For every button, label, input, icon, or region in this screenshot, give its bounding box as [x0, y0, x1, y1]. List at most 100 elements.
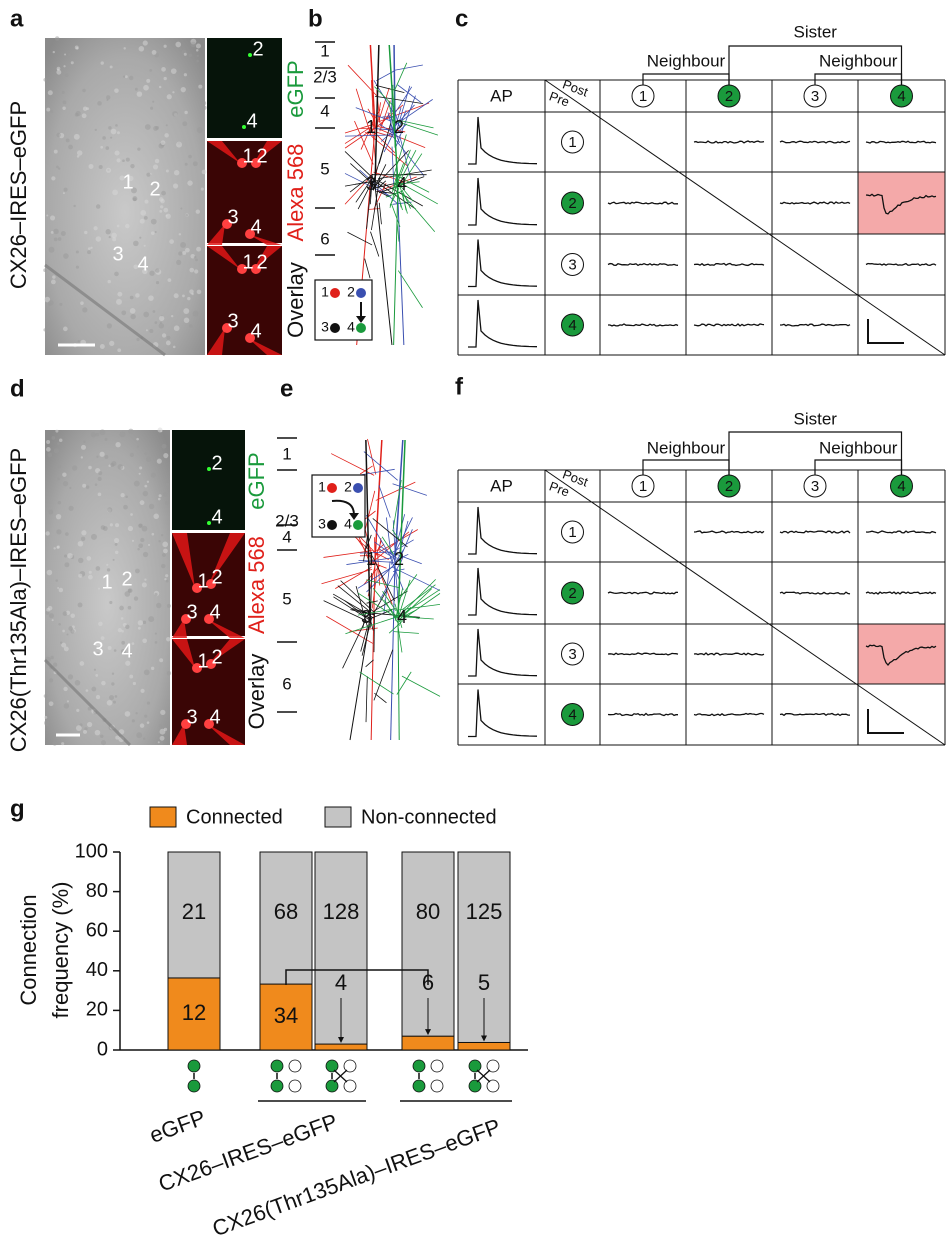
post-cell-number: 1 — [639, 88, 647, 105]
y-axis-label: frequency (%) — [48, 882, 73, 1019]
texture — [195, 43, 201, 49]
dendrite — [395, 174, 430, 193]
texture — [163, 76, 167, 81]
header-ap: AP — [490, 476, 513, 495]
texture — [201, 169, 207, 175]
texture — [108, 236, 111, 239]
dendrite — [344, 600, 366, 617]
dendrite — [344, 126, 376, 149]
texture — [125, 660, 131, 666]
texture — [76, 150, 83, 156]
texture — [157, 741, 160, 744]
dendrite — [398, 604, 441, 611]
texture — [115, 523, 120, 528]
pipette-fill — [207, 619, 245, 638]
texture — [61, 90, 65, 94]
texture — [63, 686, 68, 692]
texture — [54, 36, 60, 41]
ap-trace — [468, 689, 538, 738]
texture — [194, 269, 199, 274]
texture — [183, 308, 190, 315]
texture — [63, 253, 69, 259]
texture — [120, 617, 124, 620]
texture — [153, 513, 159, 520]
texture — [131, 642, 135, 645]
panel-label: a — [10, 5, 24, 32]
texture — [109, 600, 113, 605]
dendrite — [373, 649, 394, 701]
pipette-fill — [248, 234, 282, 245]
cell-number: 4 — [209, 706, 220, 728]
texture — [112, 237, 117, 242]
texture — [134, 87, 138, 91]
dendrite — [347, 231, 373, 246]
texture — [51, 176, 56, 181]
soma-number: 4 — [397, 174, 407, 194]
panel-label: b — [308, 5, 323, 32]
dendrite — [402, 584, 436, 610]
texture — [172, 111, 178, 117]
dendrite — [360, 118, 375, 150]
texture — [170, 68, 177, 75]
texture — [127, 605, 132, 610]
dendrite — [398, 99, 433, 123]
texture — [72, 465, 78, 471]
dendrite — [344, 123, 374, 134]
texture — [162, 541, 169, 548]
texture — [108, 126, 112, 130]
cell-number: 4 — [137, 253, 148, 275]
texture — [104, 454, 109, 459]
texture — [48, 701, 54, 707]
texture — [86, 556, 92, 561]
dendrite — [363, 531, 369, 562]
texture — [136, 732, 143, 739]
egfp-image — [207, 38, 282, 138]
texture — [112, 189, 119, 196]
texture — [75, 46, 79, 50]
icon-cell — [270, 1059, 284, 1073]
psp-trace — [780, 323, 851, 327]
cell-number: 4 — [246, 110, 257, 132]
texture — [162, 553, 166, 557]
texture — [90, 432, 96, 438]
texture — [112, 700, 116, 704]
texture — [119, 175, 125, 181]
cell-number: 4 — [250, 216, 261, 238]
texture — [154, 592, 158, 597]
texture — [50, 110, 54, 113]
cell-fill — [245, 229, 255, 239]
y-tick-label: 60 — [86, 919, 108, 941]
cell-number: 1 — [197, 570, 208, 592]
texture — [82, 729, 88, 734]
texture — [111, 682, 115, 686]
texture — [105, 229, 111, 235]
post-cell-number: 3 — [811, 478, 819, 495]
texture — [80, 444, 86, 450]
legend-dot — [330, 323, 340, 333]
texture — [48, 509, 54, 515]
pre-cell — [561, 313, 584, 337]
cell-fill — [192, 663, 202, 673]
dendrite — [394, 603, 403, 629]
texture — [114, 695, 118, 698]
texture — [97, 587, 101, 590]
texture — [57, 464, 62, 469]
texture — [62, 100, 67, 105]
dendrite — [378, 87, 390, 121]
texture — [50, 230, 54, 234]
soma-number: 3 — [366, 174, 376, 194]
dendrite — [374, 128, 397, 131]
texture — [149, 270, 155, 276]
texture — [136, 445, 139, 448]
legend-arrowhead — [349, 513, 359, 520]
texture — [43, 268, 47, 272]
dendrite — [326, 615, 374, 644]
ap-trace — [468, 567, 538, 616]
layer-label: 5 — [282, 589, 291, 608]
texture — [138, 523, 143, 529]
cell-number: 3 — [227, 310, 238, 332]
soma-number: 1 — [366, 117, 376, 137]
dendrite — [379, 564, 400, 601]
texture — [187, 180, 193, 186]
axon — [393, 184, 399, 346]
